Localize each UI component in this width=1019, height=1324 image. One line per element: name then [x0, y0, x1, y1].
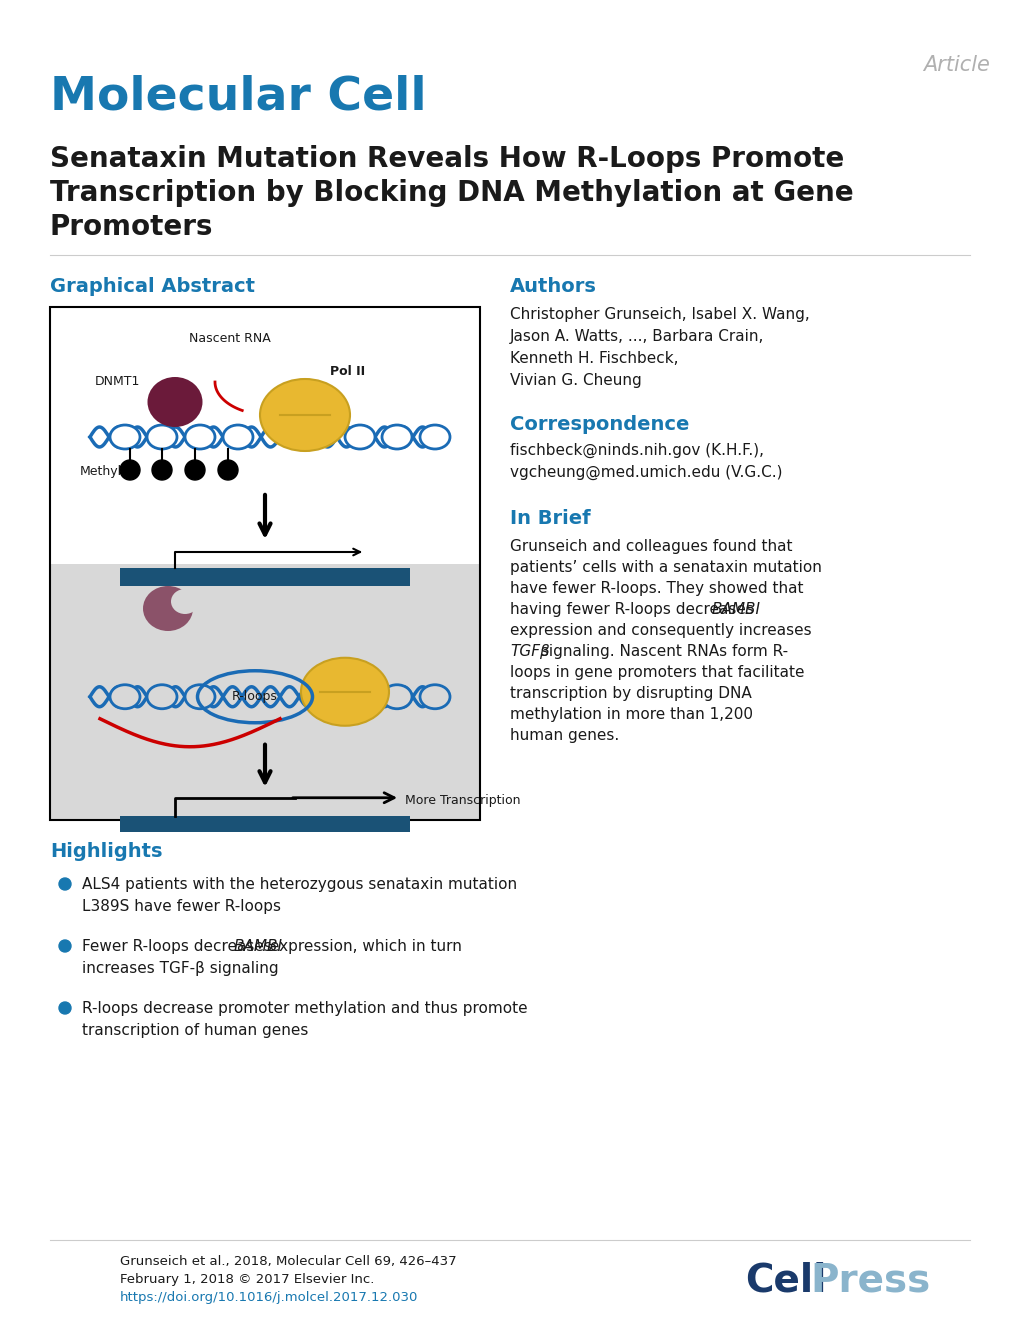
Text: Vivian G. Cheung: Vivian G. Cheung — [510, 373, 641, 388]
Ellipse shape — [420, 685, 449, 708]
Text: Pol II: Pol II — [330, 365, 365, 377]
Text: Article: Article — [922, 56, 989, 75]
FancyBboxPatch shape — [120, 816, 410, 831]
Text: human genes.: human genes. — [510, 728, 619, 743]
Circle shape — [120, 459, 140, 481]
Text: February 1, 2018 © 2017 Elsevier Inc.: February 1, 2018 © 2017 Elsevier Inc. — [120, 1272, 374, 1286]
Text: ALS4 patients with the heterozygous senataxin mutation: ALS4 patients with the heterozygous sena… — [82, 876, 517, 892]
Text: Highlights: Highlights — [50, 842, 162, 861]
Ellipse shape — [148, 377, 203, 428]
FancyBboxPatch shape — [50, 564, 480, 820]
Text: transcription by disrupting DNA: transcription by disrupting DNA — [510, 686, 751, 700]
Ellipse shape — [171, 589, 199, 614]
Text: vgcheung@med.umich.edu (V.G.C.): vgcheung@med.umich.edu (V.G.C.) — [510, 465, 782, 481]
Text: Grunseich and colleagues found that: Grunseich and colleagues found that — [510, 539, 792, 553]
Text: Christopher Grunseich, Isabel X. Wang,: Christopher Grunseich, Isabel X. Wang, — [510, 307, 809, 322]
Ellipse shape — [344, 425, 375, 449]
Text: Promoters: Promoters — [50, 213, 213, 241]
Ellipse shape — [223, 425, 253, 449]
Text: L389S have fewer R-loops: L389S have fewer R-loops — [82, 899, 280, 914]
Text: Graphical Abstract: Graphical Abstract — [50, 277, 255, 297]
Text: https://doi.org/10.1016/j.molcel.2017.12.030: https://doi.org/10.1016/j.molcel.2017.12… — [120, 1291, 418, 1304]
Text: Grunseich et al., 2018, Molecular Cell 69, 426–437: Grunseich et al., 2018, Molecular Cell 6… — [120, 1255, 457, 1268]
Text: methylation in more than 1,200: methylation in more than 1,200 — [510, 707, 752, 722]
Circle shape — [59, 1002, 71, 1014]
Ellipse shape — [110, 685, 140, 708]
Text: transcription of human genes: transcription of human genes — [82, 1023, 308, 1038]
Text: TGFβ: TGFβ — [510, 643, 549, 659]
Text: Transcription by Blocking DNA Methylation at Gene: Transcription by Blocking DNA Methylatio… — [50, 179, 853, 207]
Text: R-loops decrease promoter methylation and thus promote: R-loops decrease promoter methylation an… — [82, 1001, 527, 1016]
Text: BAMBI: BAMBI — [711, 602, 760, 617]
Text: loops in gene promoters that facilitate: loops in gene promoters that facilitate — [510, 665, 804, 681]
Ellipse shape — [301, 658, 388, 726]
Ellipse shape — [147, 685, 177, 708]
FancyBboxPatch shape — [120, 568, 410, 587]
Text: Press: Press — [809, 1262, 929, 1300]
Text: having fewer R-loops decreases: having fewer R-loops decreases — [510, 602, 758, 617]
Text: Correspondence: Correspondence — [510, 414, 689, 434]
Circle shape — [218, 459, 237, 481]
Text: Nascent RNA: Nascent RNA — [189, 332, 271, 346]
Ellipse shape — [420, 425, 449, 449]
Text: signaling. Nascent RNAs form R-: signaling. Nascent RNAs form R- — [535, 643, 788, 659]
Text: expression and consequently increases: expression and consequently increases — [510, 624, 811, 638]
Ellipse shape — [147, 425, 177, 449]
Circle shape — [184, 459, 205, 481]
Text: Fewer R-loops decreases: Fewer R-loops decreases — [82, 939, 276, 955]
Text: expression, which in turn: expression, which in turn — [265, 939, 462, 955]
Ellipse shape — [184, 685, 215, 708]
Ellipse shape — [260, 379, 350, 451]
Text: Molecular Cell: Molecular Cell — [50, 75, 426, 120]
Ellipse shape — [382, 425, 412, 449]
Ellipse shape — [382, 685, 412, 708]
Ellipse shape — [344, 685, 375, 708]
Text: Authors: Authors — [510, 277, 596, 297]
Text: Kenneth H. Fischbeck,: Kenneth H. Fischbeck, — [510, 351, 678, 365]
Text: Cell: Cell — [744, 1262, 825, 1300]
Circle shape — [59, 940, 71, 952]
Text: Jason A. Watts, ..., Barbara Crain,: Jason A. Watts, ..., Barbara Crain, — [510, 328, 763, 344]
Circle shape — [59, 878, 71, 890]
FancyBboxPatch shape — [50, 307, 480, 564]
Text: Senataxin Mutation Reveals How R-Loops Promote: Senataxin Mutation Reveals How R-Loops P… — [50, 146, 844, 173]
Text: R-loops: R-loops — [232, 690, 277, 703]
Text: have fewer R-loops. They showed that: have fewer R-loops. They showed that — [510, 581, 803, 596]
Text: DNMT1: DNMT1 — [95, 375, 141, 388]
Text: More Transcription: More Transcription — [405, 794, 520, 806]
Text: increases TGF-β signaling: increases TGF-β signaling — [82, 961, 278, 976]
Ellipse shape — [143, 587, 193, 632]
Ellipse shape — [184, 425, 215, 449]
Ellipse shape — [110, 425, 140, 449]
Text: fischbeck@ninds.nih.gov (K.H.F.),: fischbeck@ninds.nih.gov (K.H.F.), — [510, 444, 763, 458]
Text: patients’ cells with a senataxin mutation: patients’ cells with a senataxin mutatio… — [510, 560, 821, 575]
Circle shape — [152, 459, 172, 481]
Text: In Brief: In Brief — [510, 508, 590, 528]
Text: BAMBI: BAMBI — [233, 939, 282, 955]
Text: Methyl-C: Methyl-C — [79, 465, 136, 478]
